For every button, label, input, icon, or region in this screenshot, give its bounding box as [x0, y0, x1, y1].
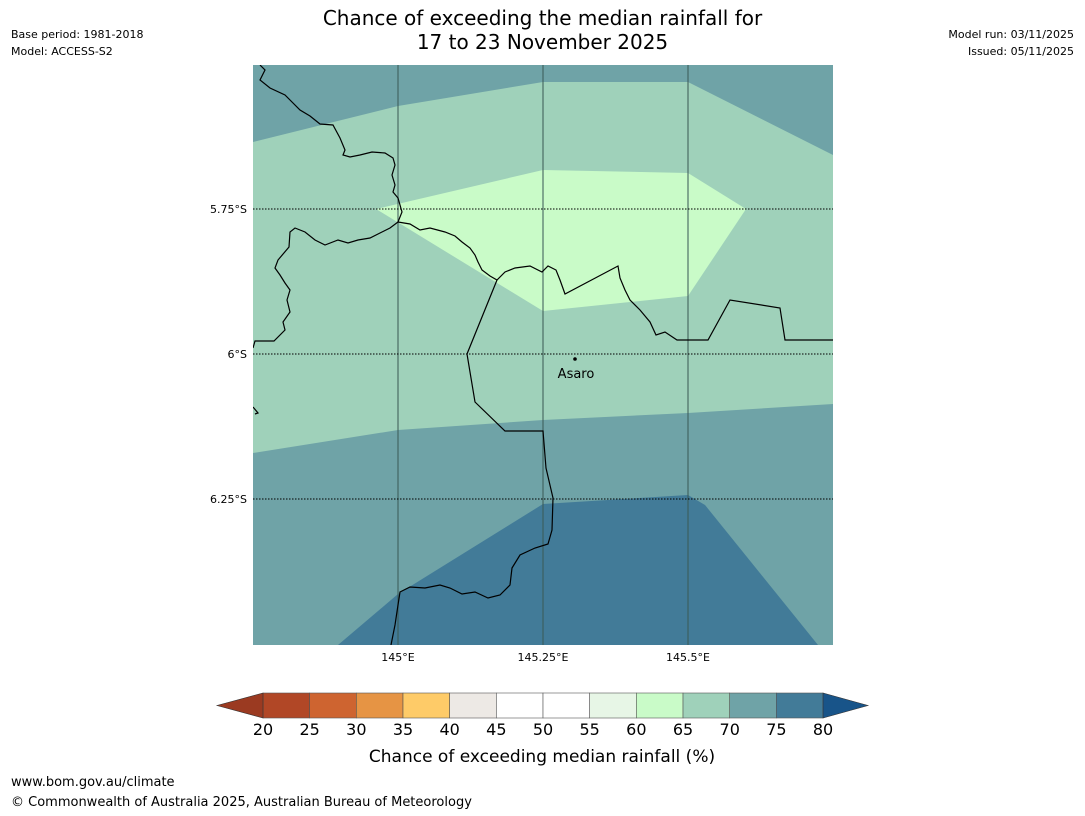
- footer-copyright: © Commonwealth of Australia 2025, Austra…: [11, 795, 472, 810]
- province-boundaries: [253, 65, 833, 645]
- lat-label-6-25: 6.25°S: [210, 493, 247, 506]
- colorbar-segment: [589, 692, 637, 719]
- place-label-asaro: Asaro: [558, 367, 595, 382]
- model-run-text: Model run: 03/11/2025: [948, 28, 1074, 41]
- colorbar-tick-label: 20: [253, 720, 273, 739]
- zone-75-80: [338, 495, 818, 645]
- colorbar-tick-label: 75: [766, 720, 786, 739]
- colorbar: [215, 692, 870, 719]
- latitude-lines: [253, 208, 833, 500]
- colorbar-tick-label: 40: [440, 720, 460, 739]
- colorbar-tick-label: 70: [720, 720, 740, 739]
- asaro-marker: [573, 357, 577, 361]
- colorbar-tick-label: 55: [580, 720, 600, 739]
- model-name-text: Model: ACCESS-S2: [11, 45, 113, 58]
- model-info: Base period: 1981-2018 Model: ACCESS-S2: [11, 26, 143, 60]
- colorbar-tick-label: 25: [299, 720, 319, 739]
- colorbar-tick-label: 65: [673, 720, 693, 739]
- colorbar-segment: [682, 692, 731, 719]
- lat-label-6: 6°S: [228, 348, 247, 361]
- title-line-2: 17 to 23 November 2025: [416, 30, 669, 54]
- footer-url: www.bom.gov.au/climate: [11, 775, 175, 790]
- zone-60-65: [376, 170, 746, 311]
- lon-label-145: 145°E: [381, 651, 414, 664]
- colorbar-title: Chance of exceeding median rainfall (%): [369, 747, 715, 767]
- map-area: [253, 65, 833, 645]
- colorbar-segment: [262, 692, 310, 719]
- colorbar-tick-label: 30: [346, 720, 366, 739]
- colorbar-segment: [542, 692, 590, 719]
- lon-label-145-5: 145.5°E: [666, 651, 710, 664]
- longitude-lines: [397, 65, 689, 645]
- colorbar-segment: [496, 692, 544, 719]
- lat-label-5-75: 5.75°S: [210, 203, 247, 216]
- map-title: Chance of exceeding the median rainfall …: [0, 6, 1085, 54]
- base-period-text: Base period: 1981-2018: [11, 28, 144, 41]
- colorbar-tick-label: 35: [393, 720, 413, 739]
- colorbar-tick-label: 50: [533, 720, 553, 739]
- colorbar-tick-label: 60: [626, 720, 646, 739]
- colorbar-tick-label: 80: [813, 720, 833, 739]
- issued-text: Issued: 05/11/2025: [967, 45, 1074, 58]
- colorbar-over-arrow: [822, 692, 870, 719]
- colorbar-segment: [776, 692, 824, 719]
- issue-info: Model run: 03/11/2025 Issued: 05/11/2025: [948, 26, 1074, 60]
- colorbar-segment: [356, 692, 404, 719]
- longitude-axis-labels: 145°E 145.25°E 145.5°E: [381, 651, 710, 664]
- colorbar-segment: [729, 692, 777, 719]
- colorbar-tick-labels: 20 25 30 35 40 45 50 55 60 65 70 75 80: [253, 720, 833, 739]
- colorbar-segment: [402, 692, 450, 719]
- lon-label-145-25: 145.25°E: [518, 651, 569, 664]
- latitude-axis-labels: 5.75°S 6°S 6.25°S: [210, 203, 247, 506]
- colorbar-segment: [636, 692, 684, 719]
- colorbar-tick-label: 45: [486, 720, 506, 739]
- colorbar-segment: [449, 692, 497, 719]
- colorbar-segment: [309, 692, 357, 719]
- colorbar-under-arrow: [215, 692, 264, 719]
- title-line-1: Chance of exceeding the median rainfall …: [322, 6, 763, 30]
